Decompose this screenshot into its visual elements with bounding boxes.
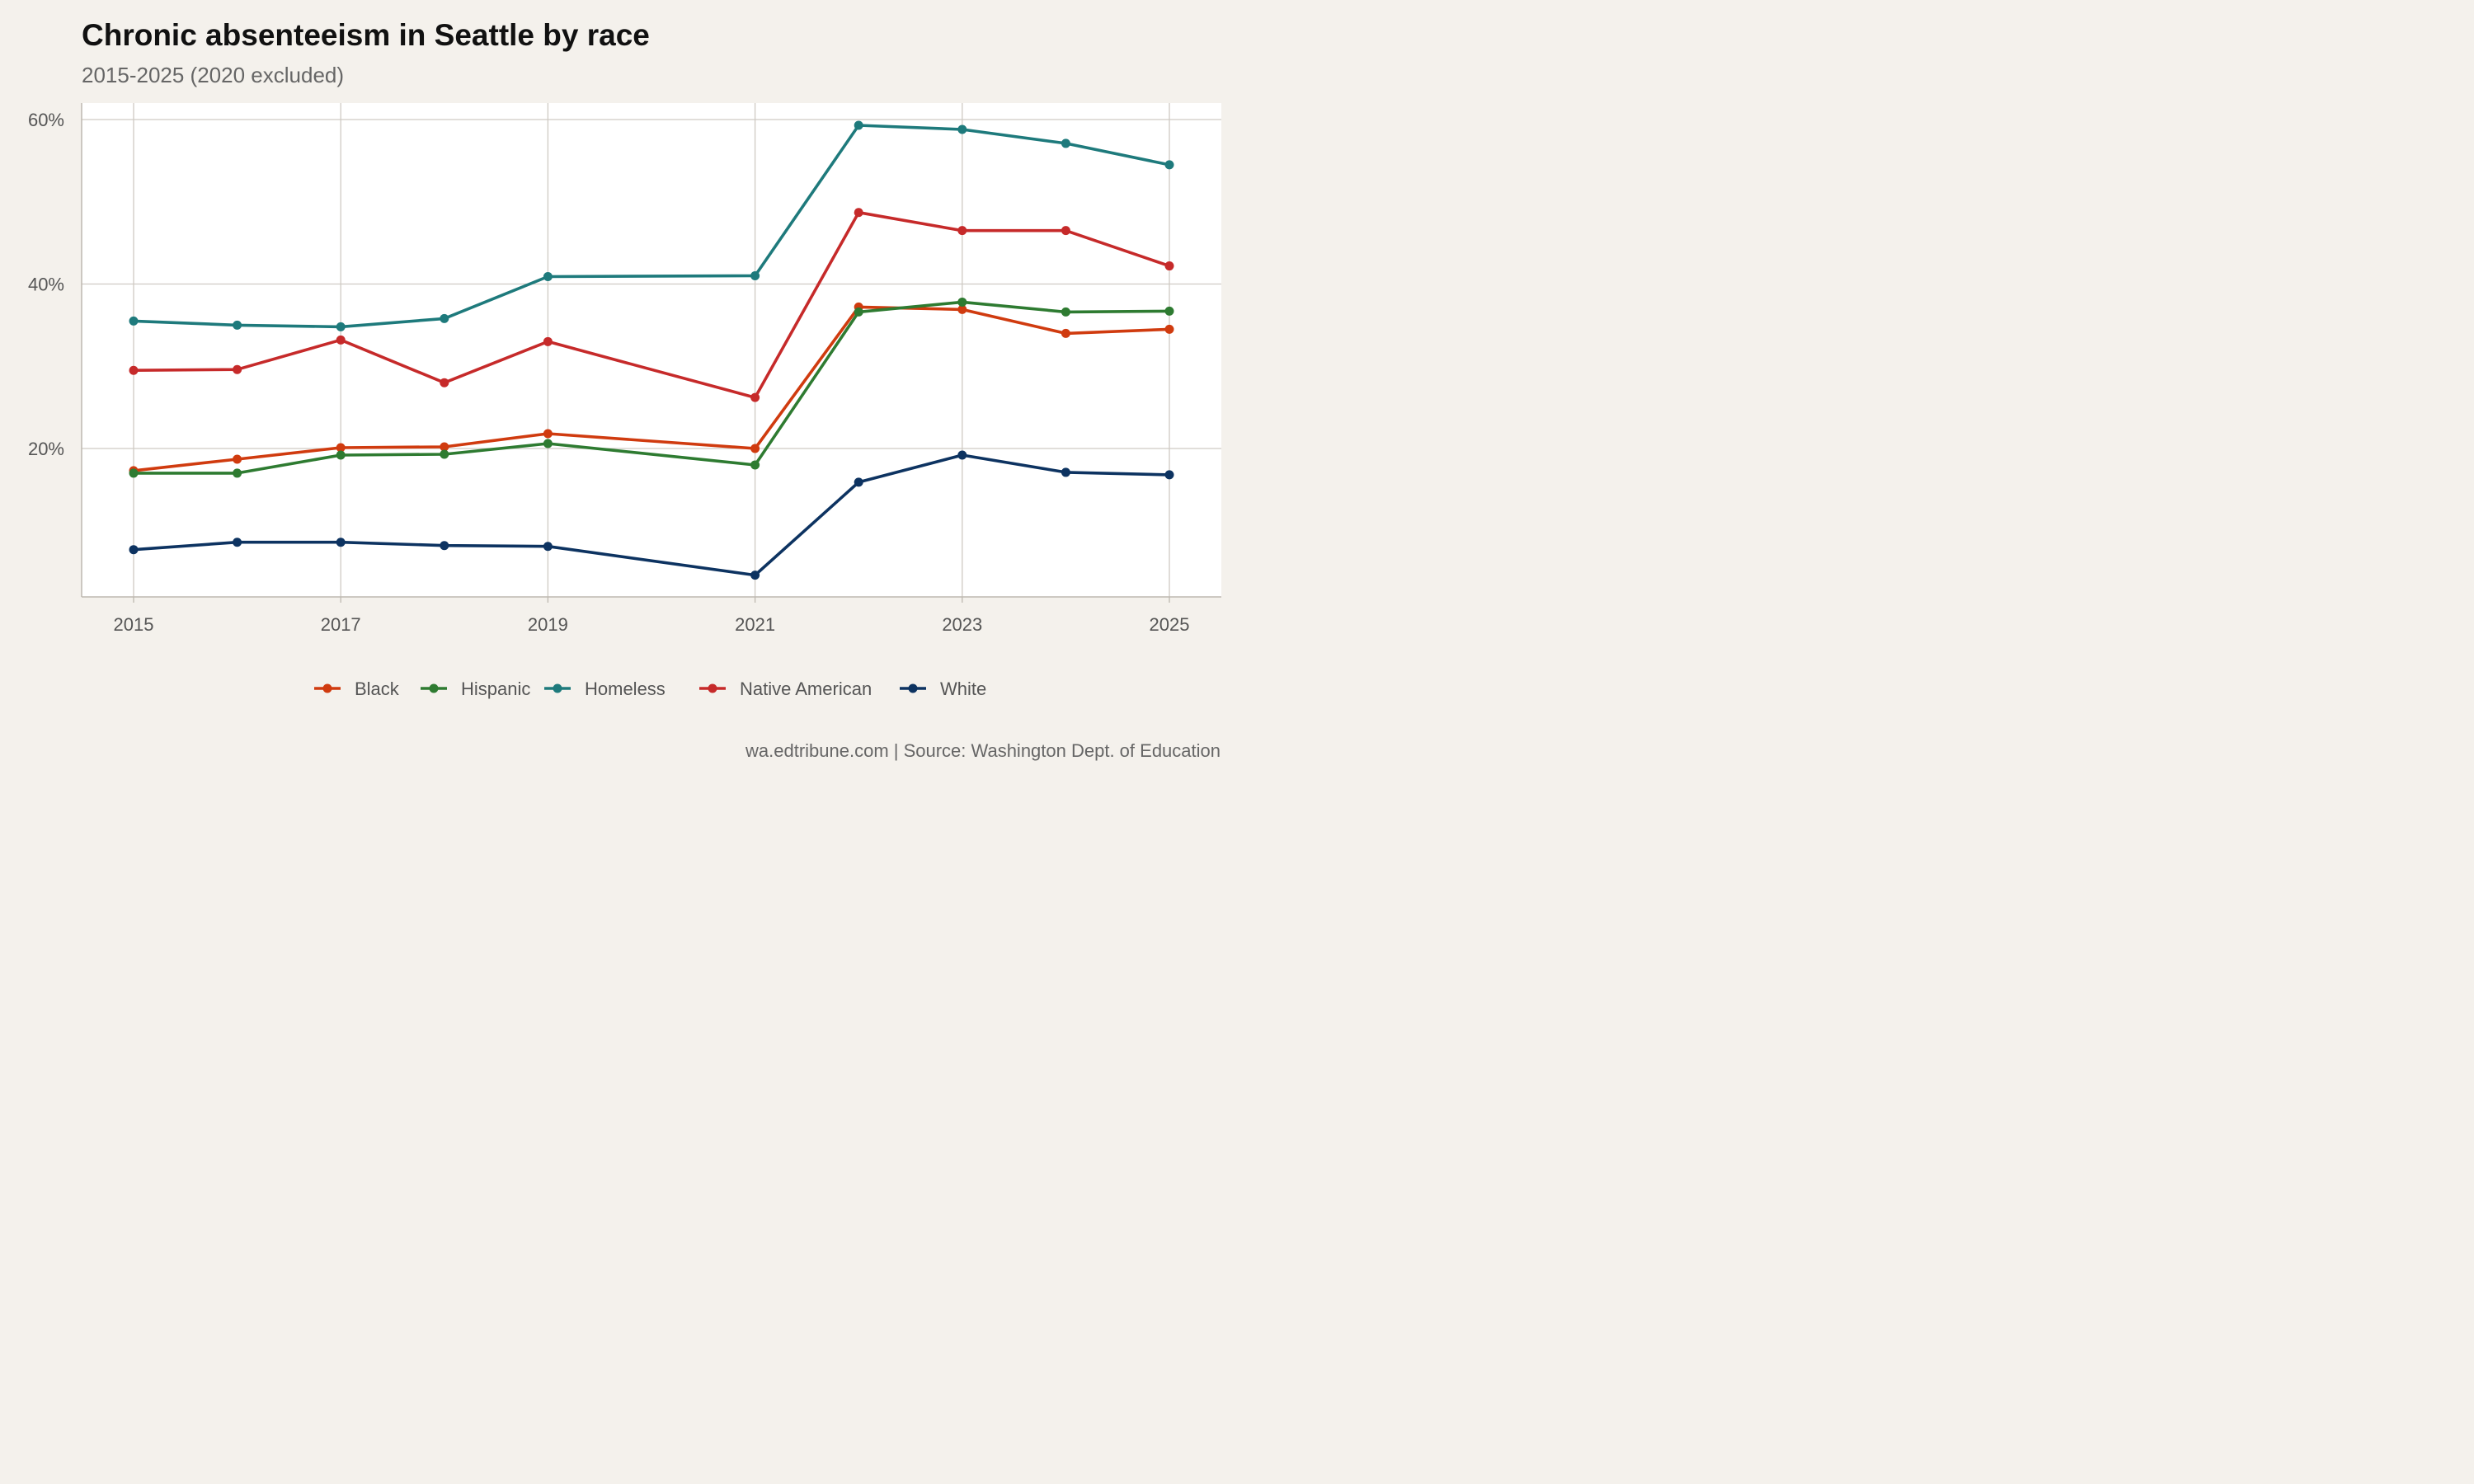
legend-swatch-point	[908, 683, 918, 693]
data-point-native-american	[1164, 261, 1174, 271]
legend-item-native-american: Native American	[699, 679, 872, 699]
data-point-black	[750, 444, 760, 453]
x-tick-label: 2021	[735, 614, 775, 635]
data-point-hispanic	[1164, 306, 1174, 316]
series-white	[129, 450, 1174, 580]
data-point-white	[233, 538, 242, 547]
series-black	[129, 302, 1174, 476]
data-point-homeless	[336, 322, 346, 331]
data-point-hispanic	[233, 468, 242, 478]
data-point-homeless	[233, 320, 242, 330]
legend-item-homeless: Homeless	[544, 679, 666, 699]
data-point-white	[854, 477, 863, 487]
data-point-homeless	[1061, 139, 1070, 148]
data-point-native-american	[957, 226, 967, 236]
x-tick-label: 2015	[114, 614, 154, 635]
legend-swatch-point	[429, 683, 439, 693]
data-point-white	[957, 450, 967, 460]
series-line-hispanic	[132, 300, 1171, 475]
data-point-white	[543, 542, 553, 552]
data-point-white	[1164, 470, 1174, 480]
data-point-white	[750, 571, 760, 580]
data-point-native-american	[233, 364, 242, 374]
series-homeless	[129, 120, 1174, 331]
data-point-white	[336, 538, 346, 547]
data-point-native-american	[129, 365, 139, 375]
chart-page: Chronic absenteeism in Seattle by race 2…	[0, 0, 1293, 776]
series-lines	[129, 120, 1174, 580]
y-tick-label: 60%	[28, 110, 64, 130]
axes	[81, 103, 1221, 603]
tick-labels: 20% 40% 60% 2015 2017 2019 2021 2023 2025	[28, 110, 1190, 635]
y-tick-label: 40%	[28, 275, 64, 295]
legend-item-hispanic: Hispanic	[421, 679, 530, 699]
data-point-native-american	[854, 208, 863, 218]
data-point-native-american	[336, 335, 346, 345]
legend: Black Hispanic Homeless Native American Whit…	[314, 679, 986, 699]
data-point-homeless	[543, 272, 553, 282]
data-point-black	[543, 429, 553, 439]
data-point-white	[129, 545, 139, 555]
data-point-white	[1061, 467, 1070, 477]
legend-item-black: Black	[314, 679, 400, 699]
legend-label: Homeless	[585, 679, 666, 699]
x-tick-label: 2023	[942, 614, 982, 635]
data-point-black	[957, 304, 967, 314]
series-hispanic	[129, 297, 1174, 478]
chart-title: Chronic absenteeism in Seattle by race	[82, 18, 650, 52]
data-point-homeless	[750, 271, 760, 281]
data-point-hispanic	[957, 297, 967, 307]
data-point-hispanic	[1061, 307, 1070, 317]
series-native-american	[129, 208, 1174, 402]
data-point-native-american	[750, 392, 760, 402]
line-chart: 20% 40% 60% 2015 2017 2019 2021 2023 2025 Black H…	[28, 103, 1221, 699]
data-point-native-american	[440, 378, 449, 387]
data-point-hispanic	[129, 468, 139, 478]
legend-item-white: White	[900, 679, 986, 699]
legend-label: Black	[355, 679, 400, 699]
source-caption: wa.edtribune.com | Source: Washington De…	[745, 740, 1221, 761]
data-point-white	[440, 541, 449, 551]
data-point-hispanic	[854, 307, 863, 317]
data-point-homeless	[957, 124, 967, 134]
series-line-black	[132, 305, 1171, 472]
data-point-homeless	[440, 313, 449, 323]
plot-panel	[82, 103, 1221, 597]
chart-subtitle: 2015-2025 (2020 excluded)	[82, 63, 345, 87]
legend-label: White	[940, 679, 986, 699]
grid-lines	[82, 103, 1221, 597]
legend-swatch-point	[553, 683, 562, 693]
data-point-homeless	[1164, 160, 1174, 170]
legend-label: Native American	[740, 679, 872, 699]
data-point-native-american	[1061, 226, 1070, 236]
data-point-black	[1061, 328, 1070, 338]
legend-swatch-point	[322, 683, 332, 693]
data-point-black	[1164, 324, 1174, 334]
legend-swatch-point	[708, 683, 717, 693]
y-tick-label: 20%	[28, 439, 64, 459]
x-tick-label: 2025	[1150, 614, 1190, 635]
data-point-hispanic	[750, 460, 760, 470]
x-tick-label: 2019	[528, 614, 568, 635]
series-line-white	[132, 453, 1171, 577]
series-line-homeless	[132, 124, 1171, 329]
data-point-homeless	[854, 120, 863, 130]
data-point-black	[440, 442, 449, 452]
legend-label: Hispanic	[461, 679, 530, 699]
data-point-hispanic	[336, 450, 346, 460]
data-point-hispanic	[440, 449, 449, 459]
data-point-black	[233, 454, 242, 464]
series-line-native-american	[132, 210, 1171, 400]
data-point-black	[336, 443, 346, 453]
data-point-native-american	[543, 336, 553, 346]
data-point-homeless	[129, 316, 139, 326]
data-point-hispanic	[543, 439, 553, 448]
x-tick-label: 2017	[321, 614, 361, 635]
